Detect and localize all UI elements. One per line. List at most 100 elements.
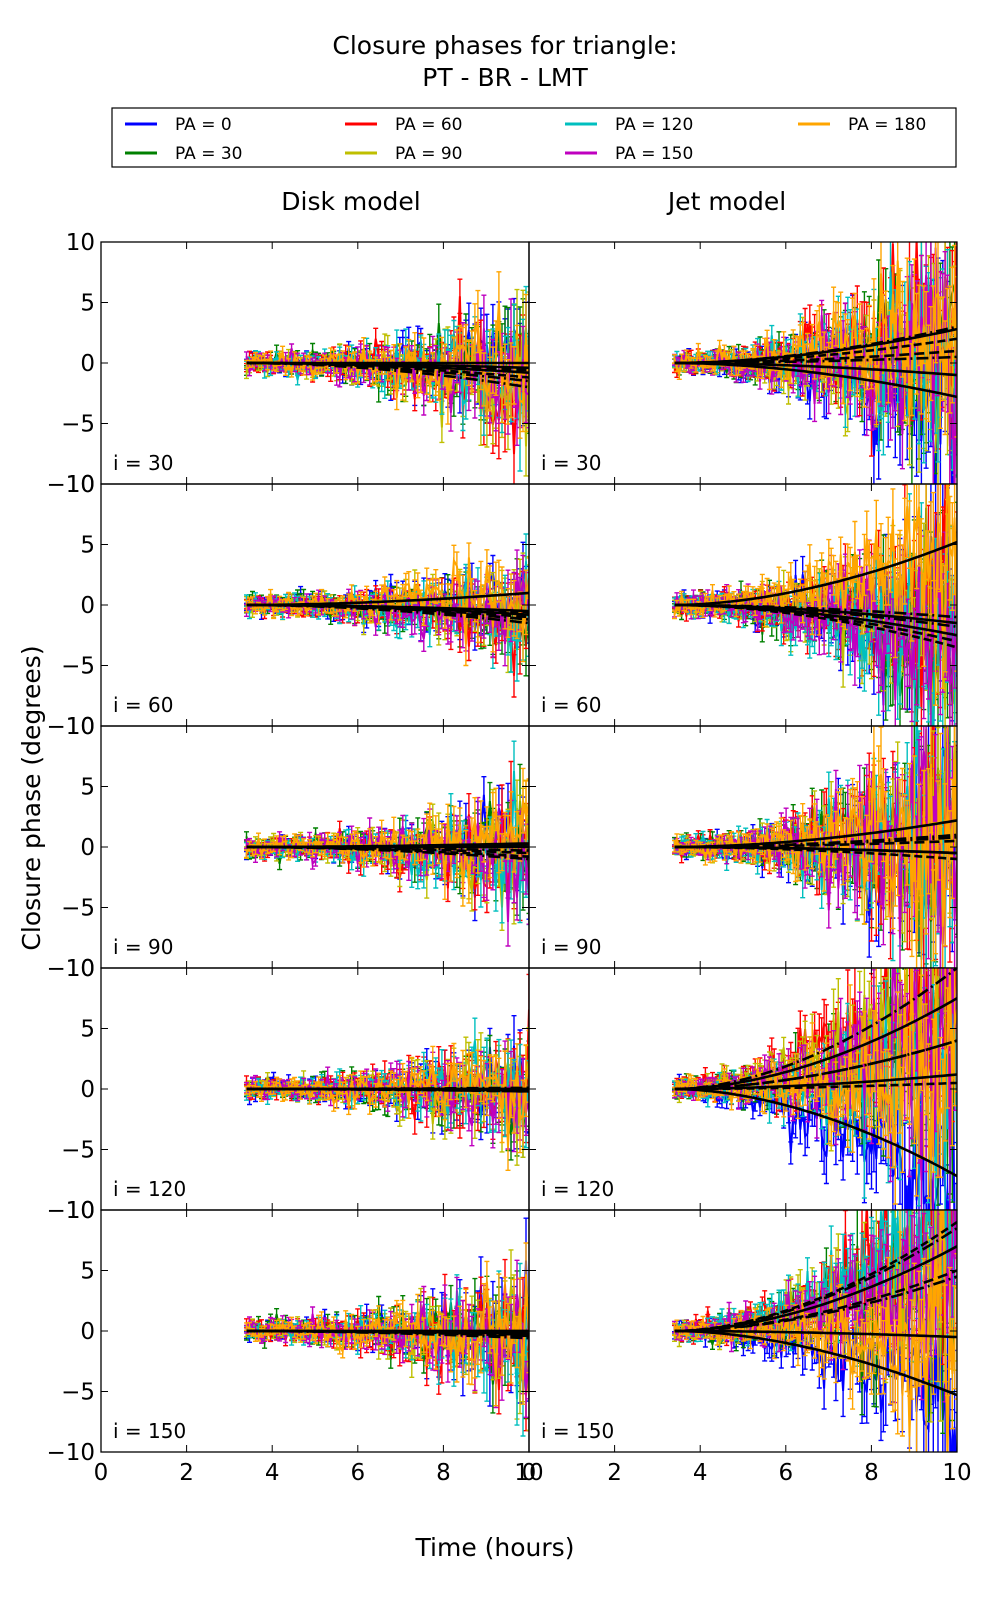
y-tick-label: −10 bbox=[46, 714, 95, 740]
x-tick-label: 8 bbox=[436, 1460, 451, 1486]
model-curve bbox=[246, 843, 529, 849]
panel-disk-row-4: 10 5 0 −5 −10 i = 120 bbox=[46, 956, 530, 1224]
x-tick-label: 2 bbox=[179, 1460, 194, 1486]
panel-jet-row-2: i = 60 bbox=[528, 483, 958, 727]
panel-disk-row-2: 10 5 0 −5 −10 i = 60 bbox=[46, 472, 530, 740]
plot-area bbox=[672, 484, 957, 726]
x-tick-label: 4 bbox=[265, 1460, 280, 1486]
y-tick-label: 5 bbox=[80, 775, 95, 801]
inclination-label: i = 120 bbox=[113, 1177, 186, 1201]
y-tick-label: −5 bbox=[61, 412, 95, 438]
model-curve bbox=[674, 1329, 957, 1397]
panel-jet-row-3: i = 90 bbox=[528, 725, 958, 969]
model-curve bbox=[674, 540, 957, 607]
plot-area bbox=[244, 533, 529, 698]
model-curve bbox=[674, 845, 957, 861]
model-curve bbox=[674, 1275, 957, 1333]
x-tick-label: 8 bbox=[864, 1460, 879, 1486]
plot-area bbox=[672, 242, 957, 484]
panels: 10 5 0 −5 −10 i = 30 10 5 0 −5 −10 i = 60 10 5 0 −5 −10 i… bbox=[46, 230, 972, 1486]
x-tick-label: 0 bbox=[94, 1460, 109, 1486]
series-pa180 bbox=[672, 242, 957, 450]
y-tick-label: 0 bbox=[80, 593, 95, 619]
plot-area bbox=[672, 726, 957, 968]
model-curve bbox=[674, 1081, 957, 1091]
legend-label: PA = 60 bbox=[395, 115, 462, 135]
x-tick-label: 6 bbox=[778, 1460, 793, 1486]
inclination-label: i = 30 bbox=[541, 451, 601, 475]
model-curve bbox=[674, 1087, 957, 1178]
data-line bbox=[246, 1062, 529, 1147]
y-tick-label: −5 bbox=[61, 1138, 95, 1164]
plot-area bbox=[672, 968, 957, 1210]
column-title-jet: Jet model bbox=[666, 187, 786, 216]
y-tick-label: 10 bbox=[66, 472, 95, 498]
panel-jet-row-1: i = 30 bbox=[528, 241, 958, 485]
inclination-label: i = 150 bbox=[541, 1419, 614, 1443]
inclination-label: i = 30 bbox=[113, 451, 173, 475]
x-tick-label: 2 bbox=[607, 1460, 622, 1486]
column-title-disk: Disk model bbox=[281, 187, 421, 216]
inclination-label: i = 60 bbox=[113, 693, 173, 717]
series-pa180 bbox=[244, 1029, 529, 1171]
y-tick-label: 5 bbox=[80, 1017, 95, 1043]
panel-disk-row-3: 10 5 0 −5 −10 i = 90 bbox=[46, 714, 530, 982]
y-tick-label: −10 bbox=[46, 472, 95, 498]
y-tick-label: 10 bbox=[66, 1198, 95, 1224]
legend-label: PA = 0 bbox=[175, 115, 232, 135]
model-curve bbox=[246, 1329, 529, 1338]
panel-disk-row-1: 10 5 0 −5 −10 i = 30 bbox=[46, 230, 530, 498]
model-curve bbox=[674, 1073, 957, 1091]
model-curve bbox=[674, 997, 957, 1091]
y-tick-label: 0 bbox=[80, 351, 95, 377]
data-line bbox=[245, 556, 529, 645]
y-tick-label: 10 bbox=[66, 230, 95, 256]
model-curve bbox=[246, 603, 529, 614]
model-curve bbox=[674, 1329, 957, 1339]
inclination-label: i = 60 bbox=[541, 693, 601, 717]
y-tick-label: −10 bbox=[46, 1198, 95, 1224]
y-tick-label: −5 bbox=[61, 896, 95, 922]
inclination-label: i = 90 bbox=[113, 935, 173, 959]
chart-title-line-2: PT - BR - LMT bbox=[422, 63, 588, 92]
legend-label: PA = 90 bbox=[395, 144, 462, 164]
model-curve bbox=[246, 591, 529, 607]
legend-box bbox=[111, 107, 957, 168]
x-tick-label: 4 bbox=[693, 1460, 708, 1486]
legend-label: PA = 120 bbox=[615, 115, 693, 135]
y-tick-label: −5 bbox=[61, 654, 95, 680]
plot-area bbox=[244, 1217, 529, 1437]
y-tick-label: −5 bbox=[61, 1380, 95, 1406]
panel-jet-row-4: i = 120 bbox=[528, 967, 958, 1211]
x-tick-label: 6 bbox=[350, 1460, 365, 1486]
x-tick-label: 0 bbox=[522, 1460, 537, 1486]
inclination-label: i = 90 bbox=[541, 935, 601, 959]
model-curve bbox=[674, 327, 957, 365]
y-tick-label: 0 bbox=[80, 1077, 95, 1103]
inclination-label: i = 120 bbox=[541, 1177, 614, 1201]
y-tick-label: −10 bbox=[46, 1440, 95, 1466]
legend-label: PA = 30 bbox=[175, 144, 242, 164]
y-tick-label: 5 bbox=[80, 533, 95, 559]
y-axis-label: Closure phase (degrees) bbox=[17, 645, 46, 950]
x-tick-label: 10 bbox=[942, 1460, 971, 1486]
y-tick-label: 0 bbox=[80, 835, 95, 861]
data-line bbox=[673, 260, 957, 411]
y-tick-label: 10 bbox=[66, 956, 95, 982]
x-tick-label: 10 bbox=[514, 1460, 543, 1486]
y-tick-label: 5 bbox=[80, 291, 95, 317]
y-tick-label: 10 bbox=[66, 714, 95, 740]
plot-area bbox=[244, 973, 529, 1171]
model-curve bbox=[674, 603, 957, 629]
model-curve bbox=[674, 1221, 957, 1333]
model-curve bbox=[246, 845, 529, 858]
plot-area bbox=[244, 271, 529, 484]
model-curve bbox=[246, 361, 529, 379]
legend: PA = 0 PA = 30 PA = 60 PA = 90 PA = 120 PA = … bbox=[111, 107, 957, 168]
model-curve bbox=[246, 361, 529, 370]
model-curve bbox=[674, 819, 957, 849]
chart-title-line-1: Closure phases for triangle: bbox=[332, 31, 677, 60]
